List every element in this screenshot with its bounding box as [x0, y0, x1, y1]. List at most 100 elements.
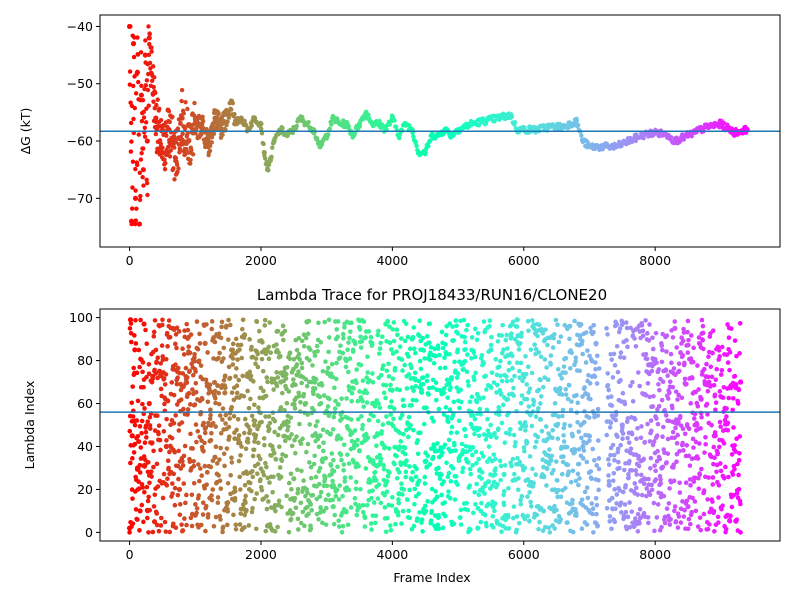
lambda-trace-point — [584, 459, 590, 465]
lambda-trace-point — [531, 480, 536, 486]
lambda-trace-point — [174, 325, 180, 331]
delta-g-trace-point — [743, 124, 748, 130]
lambda-trace-point — [181, 453, 187, 459]
delta-g-trace-point — [225, 119, 230, 124]
lambda-trace-point — [170, 491, 175, 496]
lambda-trace-point — [164, 330, 170, 336]
lambda-trace-point — [295, 486, 301, 492]
lambda-trace-point — [199, 473, 205, 478]
lambda-trace-point — [410, 469, 415, 475]
lambda-trace-point — [209, 497, 215, 503]
delta-g-plot-frame — [99, 14, 781, 248]
lambda-trace-point — [653, 468, 658, 474]
lambda-trace-point — [176, 428, 182, 433]
lambda-trace-point — [357, 389, 362, 394]
lambda-trace-point — [665, 436, 671, 442]
lambda-trace-point — [419, 517, 425, 522]
lambda-trace-point — [346, 340, 351, 345]
lambda-trace-point — [347, 335, 352, 341]
lambda-data-point — [163, 443, 169, 450]
lambda-trace-point — [536, 526, 541, 532]
lambda-trace-point — [412, 501, 417, 507]
lambda-trace-point — [729, 504, 735, 510]
lambda-trace-point — [548, 353, 554, 358]
lambda-trace-point — [279, 504, 284, 510]
lambda-trace-point — [354, 442, 360, 448]
lambda-trace-point — [170, 481, 175, 486]
lambda-trace-point — [396, 470, 402, 475]
lambda-trace-point — [249, 344, 254, 350]
lambda-trace-point — [370, 488, 375, 493]
lambda-trace-point — [536, 350, 542, 355]
lambda-trace-point — [712, 392, 718, 398]
lambda-trace-point — [461, 366, 466, 372]
lambda-trace-point — [323, 522, 329, 527]
lambda-trace-point — [292, 402, 297, 407]
lambda-trace-point — [511, 504, 517, 509]
lambda-trace-point — [362, 515, 368, 521]
lambda-trace-point — [224, 323, 229, 329]
lambda-trace-point — [685, 318, 691, 324]
delta-g-trace-point — [187, 138, 192, 143]
lambda-trace-point — [568, 479, 574, 485]
lambda-trace-point — [143, 423, 149, 428]
lambda-trace-point — [610, 442, 616, 448]
delta-g-trace-point — [128, 120, 134, 126]
delta-g-trace-point — [129, 206, 135, 211]
lambda-trace-point — [674, 345, 680, 350]
lambda-trace-point — [240, 373, 246, 379]
lambda-trace-point — [145, 460, 151, 465]
lambda-trace-point — [412, 370, 418, 376]
delta-g-trace-point — [209, 140, 215, 145]
lambda-trace-point — [706, 354, 711, 359]
lambda-trace-point — [182, 443, 188, 449]
lambda-y-axis-label: Lambda Index — [22, 381, 37, 470]
lambda-trace-point — [696, 486, 702, 492]
lambda-trace-point — [234, 427, 239, 433]
lambda-trace-point — [563, 485, 568, 491]
lambda-trace-point — [290, 511, 296, 516]
delta-g-trace-point — [143, 83, 149, 88]
lambda-trace-point — [284, 365, 290, 370]
delta-g-trace-point — [171, 166, 176, 171]
lambda-trace-point — [725, 322, 730, 327]
lambda-trace-point — [406, 508, 411, 514]
lambda-trace-point — [607, 519, 613, 524]
lambda-trace-point — [343, 364, 349, 370]
lambda-trace-point — [469, 335, 475, 340]
lambda-trace-point — [163, 356, 169, 362]
lambda-trace-point — [321, 440, 326, 446]
lambda-trace-point — [314, 496, 320, 502]
lambda-trace-point — [682, 431, 688, 437]
lambda-trace-point — [629, 468, 635, 473]
lambda-trace-point — [330, 374, 336, 380]
lambda-trace-point — [668, 351, 674, 357]
lambda-trace-point — [242, 416, 248, 422]
lambda-trace-point — [175, 365, 181, 371]
lambda-trace-point — [213, 514, 219, 520]
delta-g-trace-point — [146, 103, 151, 108]
lambda-trace-point — [589, 501, 595, 506]
lambda-trace-point — [348, 505, 354, 510]
lambda-trace-point — [172, 485, 178, 491]
lambda-trace-point — [368, 334, 374, 340]
lambda-trace-point — [408, 422, 413, 428]
lambda-trace-point — [696, 387, 701, 392]
lambda-data-point — [132, 347, 138, 353]
lambda-trace-point — [407, 346, 413, 352]
lambda-trace-point — [299, 360, 305, 366]
lambda-trace-point — [220, 524, 226, 530]
lambda-trace-point — [217, 513, 223, 519]
lambda-trace-point — [336, 497, 342, 502]
lambda-trace-point — [586, 415, 592, 420]
lambda-trace-point — [467, 483, 473, 488]
lambda-trace-point — [517, 375, 522, 380]
lambda-trace-point — [294, 362, 300, 367]
lambda-trace-point — [584, 485, 590, 490]
lambda-trace-point — [660, 347, 665, 353]
lambda-trace-point — [254, 491, 259, 496]
lambda-trace-point — [657, 456, 663, 462]
lambda-trace-point — [381, 462, 386, 468]
lambda-trace-point — [252, 402, 257, 408]
lambda-trace-point — [372, 469, 378, 475]
